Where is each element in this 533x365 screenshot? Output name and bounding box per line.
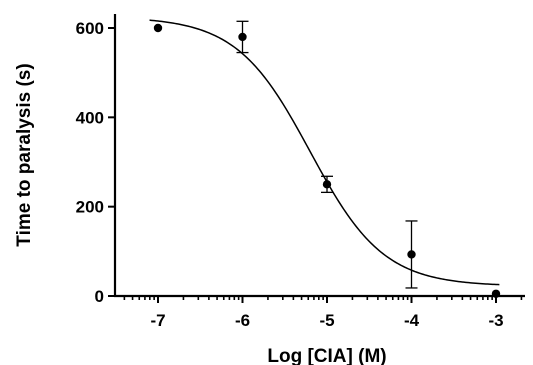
plot-area: [149, 19, 501, 298]
x-tick-label: -7: [150, 311, 165, 330]
x-axis-label: Log [CIA] (M): [267, 346, 386, 365]
y-tick-label: 200: [76, 198, 104, 217]
data-point: [407, 250, 416, 259]
x-axis: -7 -6 -5 -4 -3: [114, 294, 525, 330]
y-tick-label: 0: [95, 287, 104, 306]
data-point: [322, 180, 332, 189]
x-tick-label: -5: [319, 311, 334, 330]
data-point: [153, 23, 163, 33]
y-tick-label: 600: [76, 19, 104, 38]
y-axis: 0 200 400 600: [76, 14, 117, 306]
x-tick-label: -3: [488, 311, 503, 330]
data-point: [491, 289, 501, 298]
fit-curve: [149, 19, 500, 286]
y-axis-label: Time to paralysis (s): [14, 63, 35, 246]
x-tick-label: -6: [235, 311, 250, 330]
data-point: [238, 32, 247, 42]
y-tick-label: 400: [76, 108, 104, 127]
x-tick-label: -4: [404, 311, 420, 330]
